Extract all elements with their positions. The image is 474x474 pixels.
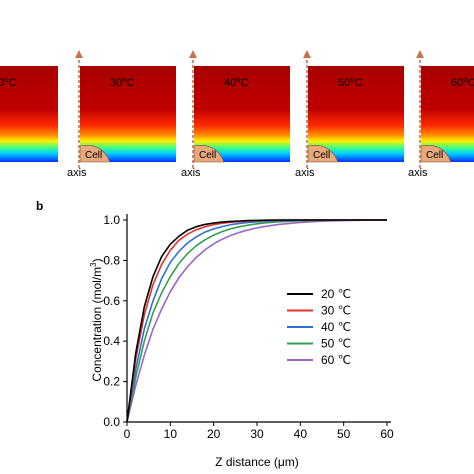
y-tick-label: 0.2 — [103, 375, 120, 389]
y-tick-label: 0.4 — [103, 334, 120, 348]
cell-shape — [420, 145, 452, 163]
cell-shape — [79, 145, 111, 163]
y-tick-label: 0.0 — [103, 415, 120, 429]
legend-label: 50 ℃ — [321, 337, 351, 351]
chart-axes: 0 10 20 30 40 50 60 0.0 0.2 0.4 0.6 0.8 1.0 — [103, 213, 394, 441]
heatmap-5: Cell axis 60oC — [408, 50, 474, 179]
cell-shape — [307, 145, 339, 163]
arrow-up-icon — [75, 50, 83, 58]
cell-label: Cell — [199, 150, 216, 161]
arrow-up-icon — [189, 50, 197, 58]
axis-label: axis — [181, 167, 201, 179]
heatmap-panels: Cellaxis20oCCellaxis30oCCellaxis40oCCell… — [0, 50, 474, 179]
legend-label: 60 ℃ — [321, 353, 351, 367]
cell-label: Cell — [85, 150, 102, 161]
series-lines — [126, 219, 388, 423]
temperature-label: 60oC — [451, 75, 474, 89]
legend-label: 40 ℃ — [321, 320, 351, 334]
cell-label: Cell — [313, 150, 330, 161]
temperature-label: 50oC — [338, 75, 363, 89]
heatmap-field — [0, 66, 58, 162]
x-axis-title: Z distance (μm) — [215, 455, 299, 469]
x-tick-label: 10 — [164, 427, 178, 441]
y-tick-label: 1.0 — [103, 213, 120, 227]
heatmap-field — [308, 66, 404, 162]
heatmap-field — [194, 66, 290, 162]
cell-label: Cell — [426, 150, 443, 161]
axis-label: axis — [295, 167, 315, 179]
concentration-chart: 0 10 20 30 40 50 60 0.0 0.2 0.4 0.6 0.8 1.0 20 ℃ 30 ℃… — [89, 213, 394, 469]
legend: 20 ℃ 30 ℃ 40 ℃ 50 ℃ 60 ℃ — [287, 287, 351, 367]
panel-b-label: b — [36, 199, 43, 213]
temperature-label: 30oC — [110, 75, 135, 89]
heatmap-4: Cell axis 50oC — [295, 50, 404, 179]
y-axis-title: Concentration (mol/m3) — [89, 258, 104, 381]
axis-label: axis — [67, 167, 87, 179]
temperature-label: 20oC — [0, 75, 17, 89]
cell-shape — [193, 145, 225, 163]
series-line — [126, 219, 387, 423]
y-axis-title-end: ) — [90, 258, 104, 262]
y-tick-label: 0.6 — [103, 294, 120, 308]
x-tick-label: 0 — [124, 427, 131, 441]
temperature-label: 40oC — [224, 75, 249, 89]
heatmap-3: Cell axis 40oC — [181, 50, 290, 179]
legend-label: 30 ℃ — [321, 304, 351, 318]
x-tick-label: 60 — [380, 427, 394, 441]
y-axis-title-sup: 3 — [89, 262, 98, 267]
x-tick-label: 50 — [337, 427, 351, 441]
legend-label: 20 ℃ — [321, 287, 351, 301]
y-axis-title-main: Concentration (mol/m — [90, 267, 104, 382]
x-tick-label: 40 — [294, 427, 308, 441]
axis-label: axis — [408, 167, 428, 179]
arrow-up-icon — [416, 50, 424, 58]
heatmap-2: Cell axis 30oC — [67, 50, 176, 179]
heatmap-1: Cellaxis20oC — [0, 66, 58, 162]
heatmap-field — [80, 66, 176, 162]
x-tick-label: 30 — [250, 427, 264, 441]
arrow-up-icon — [303, 50, 311, 58]
series-line — [126, 219, 388, 423]
y-tick-label: 0.8 — [103, 253, 120, 267]
x-tick-label: 20 — [207, 427, 221, 441]
